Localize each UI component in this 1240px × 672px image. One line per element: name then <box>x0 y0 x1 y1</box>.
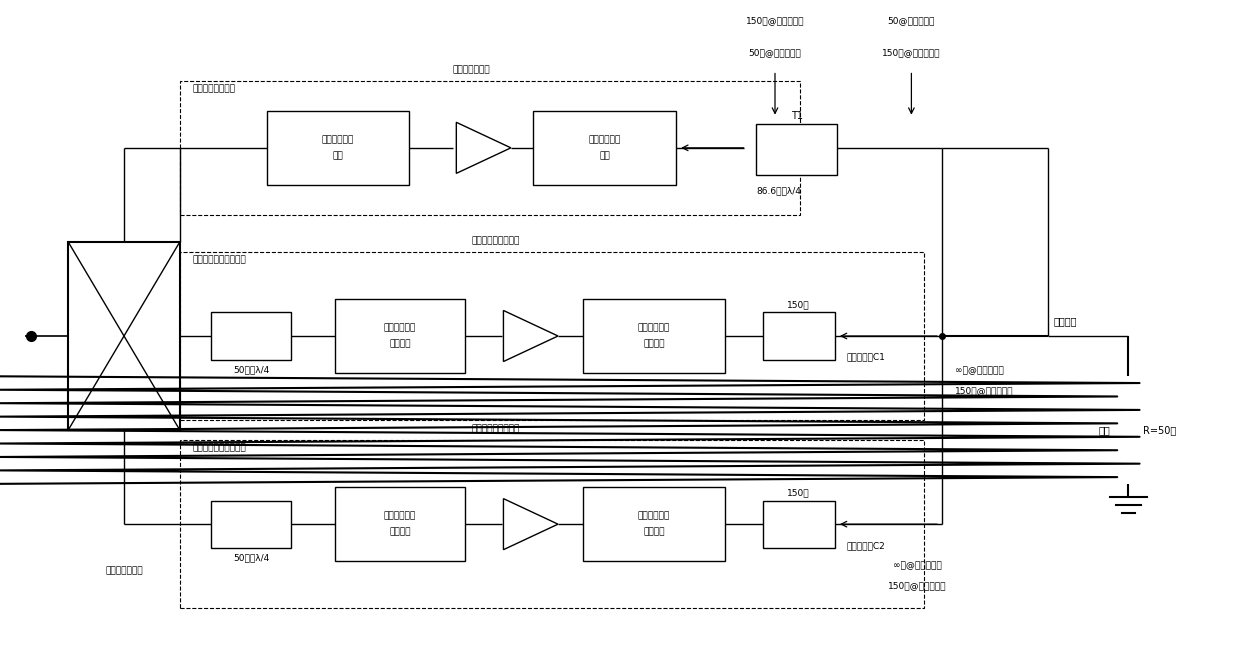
Text: 50欧，λ/4: 50欧，λ/4 <box>233 365 269 374</box>
FancyBboxPatch shape <box>211 501 291 548</box>
Text: 第一补偿线C1: 第一补偿线C1 <box>847 353 885 362</box>
Text: 150欧@高输入功率: 150欧@高输入功率 <box>882 48 941 57</box>
Text: 50@低输入功率: 50@低输入功率 <box>888 15 935 25</box>
FancyBboxPatch shape <box>335 299 465 373</box>
Text: 150欧@高输入功率: 150欧@高输入功率 <box>955 386 1013 395</box>
Text: 匹配电路: 匹配电路 <box>644 339 665 349</box>
Text: 匹配电路: 匹配电路 <box>644 528 665 537</box>
Text: ∞欧@低输入功率: ∞欧@低输入功率 <box>893 561 942 570</box>
Text: 第一峰值输出: 第一峰值输出 <box>637 323 671 333</box>
Text: 负载: 负载 <box>1099 425 1110 435</box>
FancyBboxPatch shape <box>763 312 835 360</box>
FancyBboxPatch shape <box>211 312 291 360</box>
Text: 匹配电路: 匹配电路 <box>389 528 410 537</box>
Text: 载波功率放大电路: 载波功率放大电路 <box>192 84 236 93</box>
FancyBboxPatch shape <box>763 501 835 548</box>
Text: 电路: 电路 <box>599 151 610 161</box>
Text: 第二峰值功率放大电路: 第二峰值功率放大电路 <box>192 444 246 452</box>
Text: 150欧: 150欧 <box>787 488 810 497</box>
FancyBboxPatch shape <box>267 111 409 185</box>
Text: 匹配电路: 匹配电路 <box>389 339 410 349</box>
Text: 第二峰值功率放大器: 第二峰值功率放大器 <box>471 425 521 433</box>
Text: 150欧@高输入功率: 150欧@高输入功率 <box>888 581 947 590</box>
Text: 第二峰值输入: 第二峰值输入 <box>383 511 417 521</box>
Text: 150欧: 150欧 <box>787 300 810 309</box>
FancyBboxPatch shape <box>335 487 465 561</box>
Text: 第一峰值功率放大电路: 第一峰值功率放大电路 <box>192 255 246 264</box>
Text: 50欧@高输入功率: 50欧@高输入功率 <box>749 48 801 57</box>
Text: 载波输出匹配: 载波输出匹配 <box>588 135 621 144</box>
Text: 电路: 电路 <box>332 151 343 161</box>
FancyBboxPatch shape <box>68 242 180 430</box>
FancyBboxPatch shape <box>583 299 725 373</box>
Text: 载波输入匹配: 载波输入匹配 <box>321 135 355 144</box>
Text: 第一峰值输入: 第一峰值输入 <box>383 323 417 333</box>
Text: 第一峰值功率放大器: 第一峰值功率放大器 <box>471 237 521 245</box>
Text: 50欧，λ/4: 50欧，λ/4 <box>233 553 269 562</box>
Text: 载波功率放大器: 载波功率放大器 <box>453 65 490 74</box>
Text: 第二补偿线C2: 第二补偿线C2 <box>847 541 885 550</box>
Text: ∞欧@低输入功率: ∞欧@低输入功率 <box>955 366 1003 375</box>
FancyBboxPatch shape <box>756 124 837 175</box>
FancyBboxPatch shape <box>583 487 725 561</box>
Text: 功率输出: 功率输出 <box>1054 316 1078 326</box>
Text: T1: T1 <box>791 112 802 121</box>
Text: R=50欧: R=50欧 <box>1143 425 1177 435</box>
Text: 150欧@低输入功率: 150欧@低输入功率 <box>745 15 805 25</box>
Text: 第二峰值输出: 第二峰值输出 <box>637 511 671 521</box>
FancyBboxPatch shape <box>533 111 676 185</box>
Text: 86.6欧，λ/4: 86.6欧，λ/4 <box>756 187 801 196</box>
Text: 三路等分功分器: 三路等分功分器 <box>105 566 143 576</box>
